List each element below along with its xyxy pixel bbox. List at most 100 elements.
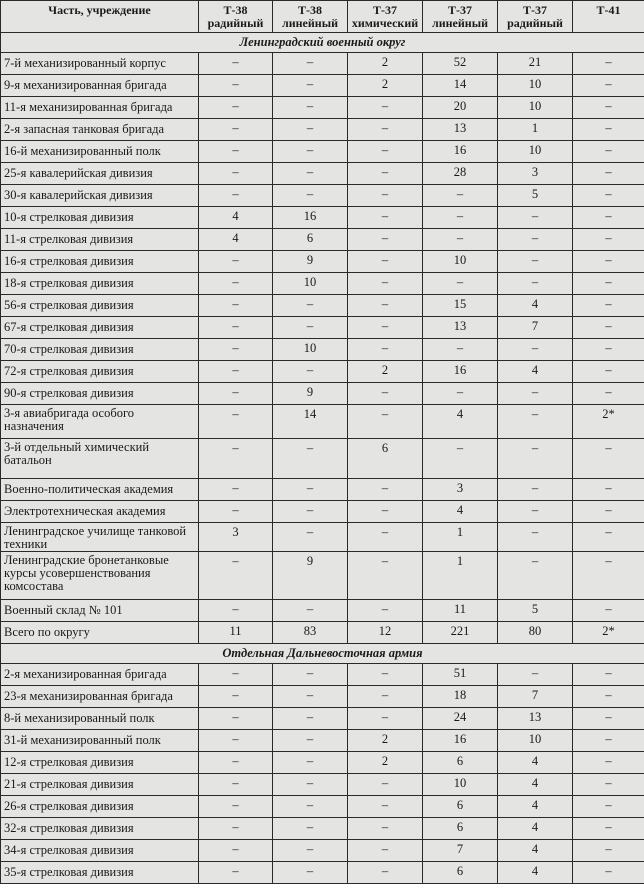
cell-value: – (199, 251, 273, 273)
cell-value: – (199, 439, 273, 479)
cell-value: – (273, 479, 348, 501)
cell-value: 4 (423, 405, 498, 439)
cell-value: 3 (423, 479, 498, 501)
cell-value: 3 (498, 163, 573, 185)
cell-value: 83 (273, 622, 348, 644)
table-row: 30-я кавалерийская дивизия––––5– (1, 185, 644, 207)
cell-value: – (199, 361, 273, 383)
cell-value: – (273, 97, 348, 119)
cell-value: – (273, 600, 348, 622)
cell-value: – (348, 207, 423, 229)
cell-value: – (573, 752, 644, 774)
cell-value: – (199, 774, 273, 796)
cell-value: – (348, 552, 423, 600)
cell-value: – (423, 383, 498, 405)
cell-value: – (348, 708, 423, 730)
cell-value: – (573, 439, 644, 479)
cell-value: – (348, 251, 423, 273)
section-row: Ленинградский военный округ (1, 33, 644, 53)
cell-value: 16 (423, 730, 498, 752)
cell-value: – (573, 361, 644, 383)
cell-value: 7 (498, 686, 573, 708)
cell-value: – (199, 53, 273, 75)
cell-value: – (498, 501, 573, 523)
cell-value: 10 (498, 730, 573, 752)
cell-value: 9 (273, 251, 348, 273)
cell-value: – (573, 229, 644, 251)
cell-value: – (348, 339, 423, 361)
unit-name: 67-я стрелковая дивизия (1, 317, 199, 339)
cell-value: – (199, 163, 273, 185)
cell-value: 2 (348, 752, 423, 774)
cell-value: – (273, 119, 348, 141)
unit-name: 9-я механизированная бригада (1, 75, 199, 97)
cell-value: 10 (498, 75, 573, 97)
unit-name: 30-я кавалерийская дивизия (1, 185, 199, 207)
cell-value: – (273, 686, 348, 708)
cell-value: – (348, 479, 423, 501)
cell-value: 12 (348, 622, 423, 644)
cell-value: – (348, 383, 423, 405)
unit-name: 3-й отдельный химический батальон (1, 439, 199, 479)
table-row: 3-я авиабригада особого назначения–14–4–… (1, 405, 644, 439)
cell-value: – (498, 552, 573, 600)
cell-value: – (273, 53, 348, 75)
unit-name: 21-я стрелковая дивизия (1, 774, 199, 796)
cell-value: – (348, 273, 423, 295)
cell-value: – (573, 479, 644, 501)
cell-value: – (573, 664, 644, 686)
cell-value: – (348, 317, 423, 339)
cell-value: – (573, 501, 644, 523)
cell-value: – (273, 664, 348, 686)
cell-value: – (573, 339, 644, 361)
cell-value: 16 (423, 141, 498, 163)
unit-name: Всего по округу (1, 622, 199, 644)
cell-value: – (199, 185, 273, 207)
cell-value: – (348, 818, 423, 840)
cell-value: – (348, 501, 423, 523)
cell-value: 10 (498, 97, 573, 119)
cell-value: – (498, 439, 573, 479)
unit-name: 16-й механизированный полк (1, 141, 199, 163)
column-header-6: Т-41 (573, 1, 644, 33)
cell-value: – (573, 273, 644, 295)
cell-value: – (199, 708, 273, 730)
cell-value: 9 (273, 383, 348, 405)
cell-value: – (348, 774, 423, 796)
section-row: Отдельная Дальневосточная армия (1, 644, 644, 664)
cell-value: – (199, 796, 273, 818)
cell-value: 5 (498, 185, 573, 207)
unit-name: 31-й механизированный полк (1, 730, 199, 752)
cell-value: 4 (498, 840, 573, 862)
table-row: 70-я стрелковая дивизия–10–––– (1, 339, 644, 361)
cell-value: – (573, 295, 644, 317)
unit-name: 26-я стрелковая дивизия (1, 796, 199, 818)
cell-value: 4 (498, 774, 573, 796)
cell-value: 13 (498, 708, 573, 730)
unit-name: 72-я стрелковая дивизия (1, 361, 199, 383)
cell-value: – (573, 600, 644, 622)
unit-name: 35-я стрелковая дивизия (1, 862, 199, 884)
unit-name: 90-я стрелковая дивизия (1, 383, 199, 405)
unit-name: 12-я стрелковая дивизия (1, 752, 199, 774)
cell-value: – (273, 439, 348, 479)
cell-value: – (348, 523, 423, 552)
header-line1: Т-41 (576, 4, 641, 17)
section-title: Отдельная Дальневосточная армия (1, 644, 644, 664)
unit-name: 56-я стрелковая дивизия (1, 295, 199, 317)
cell-value: – (199, 405, 273, 439)
table-row: Ленинградские бронетанковые курсы усовер… (1, 552, 644, 600)
cell-value: – (348, 185, 423, 207)
cell-value: – (498, 479, 573, 501)
cell-value: – (273, 185, 348, 207)
cell-value: – (498, 229, 573, 251)
table-row: 18-я стрелковая дивизия–10–––– (1, 273, 644, 295)
cell-value: – (423, 439, 498, 479)
